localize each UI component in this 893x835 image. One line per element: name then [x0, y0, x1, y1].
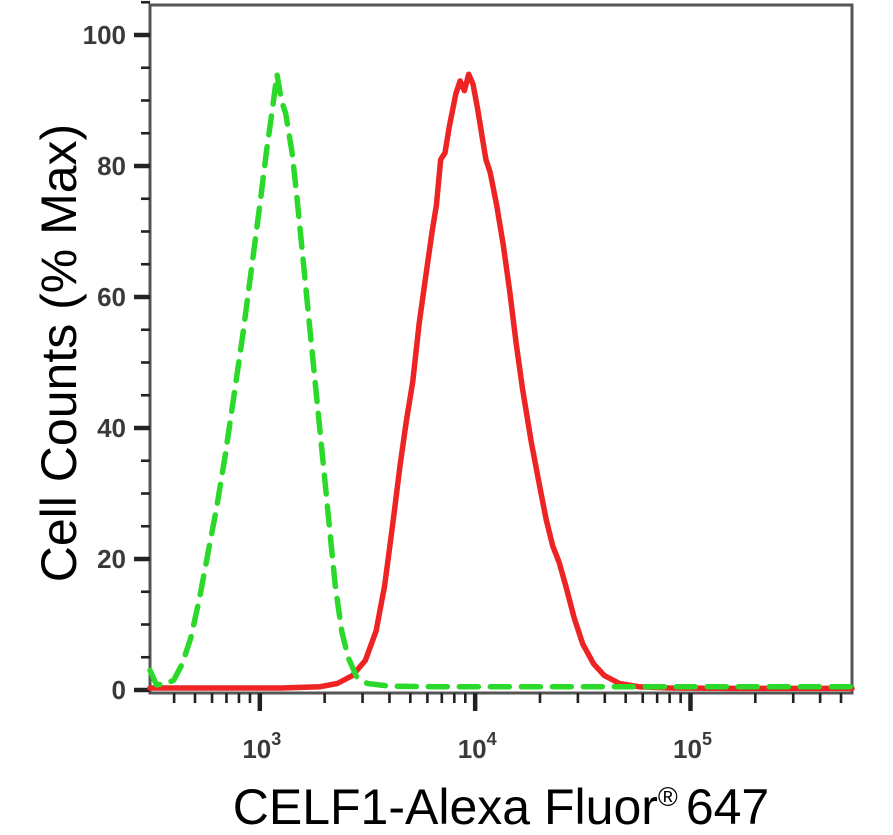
x-axis-title-main: CELF1-Alexa Fluor: [232, 779, 658, 835]
x-tick-label: 103: [242, 729, 281, 764]
y-tick-label: 100: [83, 20, 126, 50]
x-axis-title-fluor-number: 647: [685, 779, 770, 835]
red-solid-celf1-curve: [147, 71, 855, 692]
y-tick-label: 20: [97, 544, 126, 574]
x-tick-label: 105: [673, 729, 712, 764]
y-axis-ticks: 0 20 40 60 80 100: [83, 0, 150, 705]
y-tick-label: 60: [97, 282, 126, 312]
y-tick-label: 80: [97, 151, 126, 181]
plot-frame: [148, 3, 854, 695]
x-tick-label: 104: [458, 729, 497, 764]
y-tick-label: 40: [97, 413, 126, 443]
x-axis-ticks: 103 104 105: [172, 693, 843, 764]
y-tick-label: 0: [112, 675, 126, 705]
green-dashed-control-curve: [147, 71, 855, 690]
x-axis-title: CELF1-Alexa Fluor® 647: [150, 778, 852, 835]
registered-trademark-symbol: ®: [657, 782, 678, 812]
y-axis-title: Cell Counts (% Max): [31, 123, 87, 583]
